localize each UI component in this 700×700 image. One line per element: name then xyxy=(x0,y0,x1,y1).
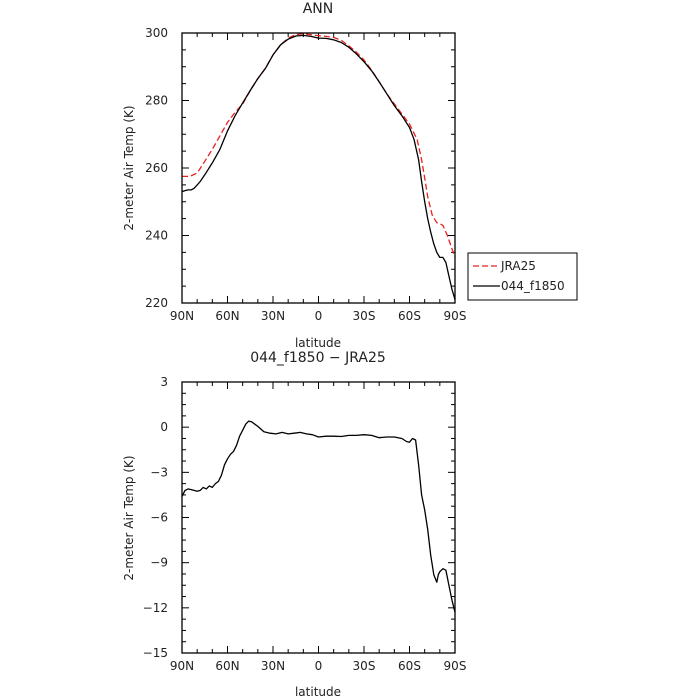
series-line-difference xyxy=(181,420,456,613)
x-tick-label: 90S xyxy=(444,659,467,673)
plot-frame xyxy=(181,381,456,654)
x-tick-label: 60N xyxy=(215,309,239,323)
panel-title: 044_f1850 − JRA25 xyxy=(250,350,386,366)
x-tick-label: 60S xyxy=(398,659,421,673)
y-tick-label: −6 xyxy=(150,511,168,525)
temperature-panel: ANN 90N 60N 30N 0 30S 60S 90S 220 240 260 280 300 l… xyxy=(122,1,578,350)
panel-title: ANN xyxy=(303,1,334,17)
legend: JRA25 044_f1850 xyxy=(467,252,578,301)
y-tick-label: −3 xyxy=(150,465,168,479)
legend-box xyxy=(467,252,578,301)
x-tick-label: 0 xyxy=(315,659,323,673)
legend-label-044-f1850: 044_f1850 xyxy=(501,279,565,293)
y-tick-label: 240 xyxy=(145,229,168,243)
x-tick-label: 30N xyxy=(261,309,285,323)
x-tick-label: 60S xyxy=(398,309,421,323)
plot-frame xyxy=(181,32,456,304)
x-axis-label: latitude xyxy=(295,685,341,699)
y-axis-label: 2-meter Air Temp (K) xyxy=(122,455,136,580)
x-tick-label: 30S xyxy=(353,309,376,323)
y-tick-label: 220 xyxy=(145,296,168,310)
x-tick-label: 90N xyxy=(170,659,194,673)
difference-panel: 044_f1850 − JRA25 90N 60N 30N 0 30S 60S 90S −15… xyxy=(122,350,466,699)
y-axis-label: 2-meter Air Temp (K) xyxy=(122,105,136,230)
y-tick-label: 300 xyxy=(145,26,168,40)
x-tick-label: 0 xyxy=(315,309,323,323)
x-axis-label: latitude xyxy=(295,336,341,350)
x-tick-label: 60N xyxy=(215,659,239,673)
y-tick-label: 3 xyxy=(160,375,168,389)
y-tick-label: −15 xyxy=(143,646,168,660)
x-tick-label: 30S xyxy=(353,659,376,673)
series-line-jra25 xyxy=(182,33,456,258)
x-tick-label: 90S xyxy=(444,309,467,323)
y-tick-label: 260 xyxy=(145,161,168,175)
x-tick-label: 90N xyxy=(170,309,194,323)
y-tick-label: 280 xyxy=(145,94,168,108)
y-tick-label: −9 xyxy=(150,556,168,570)
series-line-044-f1850 xyxy=(181,34,456,300)
y-tick-label: 0 xyxy=(160,420,168,434)
y-tick-label: −12 xyxy=(143,601,168,615)
legend-label-jra25: JRA25 xyxy=(500,259,536,273)
x-tick-label: 30N xyxy=(261,659,285,673)
